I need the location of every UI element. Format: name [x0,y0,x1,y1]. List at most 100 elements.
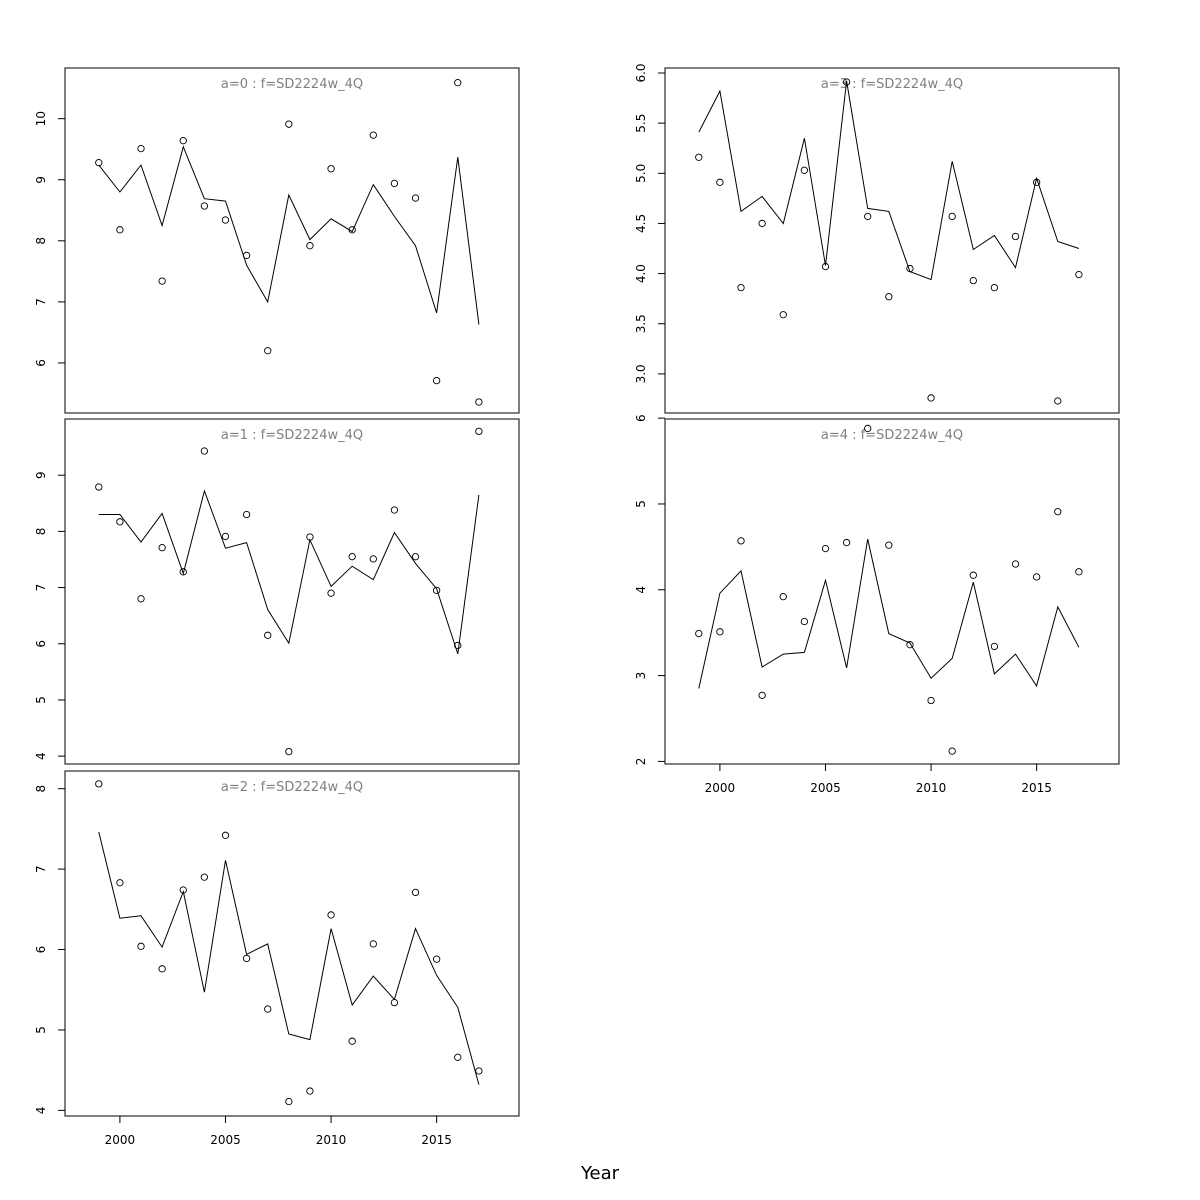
panel-a4: a=4 : f=SD2224w_4Q 2 3 4 5 6 2000 2005 2010 2015 [634,414,1120,795]
observed-point [369,555,377,563]
observed-point [348,1037,356,1045]
observed-point [800,166,809,174]
fitted-line [98,145,480,325]
observed-point [454,641,462,650]
y-tick-label: 9 [34,471,48,479]
observed-point [179,886,187,894]
x-tick-label: 2005 [210,1133,241,1147]
observed-point [737,283,745,292]
fitted-line [698,538,1080,689]
observed-point [369,940,377,948]
observed-point [221,532,230,541]
observed-point [1011,232,1020,241]
y-tick-label: 6.0 [634,63,648,82]
y-tick-label: 7 [34,298,48,306]
observed-point [842,538,851,547]
fitted-line [98,831,480,1085]
x-tick-label: 2005 [810,781,841,795]
observed-point [264,631,272,639]
observed-point [306,1087,314,1095]
panel-a0: a=0 : f=SD2224w_4Q 6 7 8 9 10 [34,67,520,414]
observed-point [1011,560,1020,568]
observed-point [927,394,935,402]
observed-point [348,226,356,234]
observed-point [821,262,830,271]
observed-point [990,642,999,651]
panel-frame [64,770,520,1117]
y-tick-label: 6 [634,414,648,422]
observed-point [285,1097,293,1106]
panel-a3: a=3 : f=SD2224w_4Q 3.0 3.5 4.0 4.5 5.0 5.5 6.0 [634,63,1120,414]
x-tick-label: 2000 [105,1133,136,1147]
panels: a=0 : f=SD2224w_4Q 6 7 8 9 10 a=1 : f=SD2224w_… [34,63,1120,1147]
observed-point [885,293,893,301]
y-tick-label: 6 [34,946,48,954]
y-tick-label: 4 [34,1107,48,1115]
observed-point [927,696,935,705]
observed-point [348,553,356,561]
observed-point [1054,508,1062,516]
panel-title: a=1 : f=SD2224w_4Q [221,428,363,443]
x-axis-label: Year [580,1163,620,1184]
observed-point [1032,573,1041,581]
observed-point [864,424,872,433]
observed-point [179,568,187,576]
y-tick-label: 8 [34,237,48,245]
x-tick-label: 2010 [316,1133,347,1147]
panel-title: a=3 : f=SD2224w_4Q [821,77,963,92]
observed-point [264,347,272,355]
panel-title: a=2 : f=SD2224w_4Q [221,780,363,795]
observed-point [390,998,399,1007]
observed-point [842,78,851,86]
observed-point [821,544,830,553]
y-tick-label: 10 [34,111,48,126]
observed-point [990,283,999,292]
observed-point [432,586,441,595]
observed-point [454,79,462,87]
observed-point [306,533,314,541]
observed-point [221,831,230,839]
y-tick-label: 5.0 [634,164,648,183]
observed-point [969,276,977,285]
y-tick-label: 8 [34,528,48,536]
observed-point [179,137,187,145]
panel-title: a=4 : f=SD2224w_4Q [821,428,963,443]
observed-point [432,955,441,963]
y-tick-label: 6 [34,640,48,648]
panel-a1: a=1 : f=SD2224w_4Q 4 5 6 7 8 9 [34,418,520,765]
y-tick-label: 3 [634,672,648,680]
observed-point [95,158,103,167]
observed-point [411,553,420,561]
observed-point [327,165,335,173]
observed-point [411,194,420,202]
y-tick-label: 5 [34,696,48,704]
panel-a2: a=2 : f=SD2224w_4Q 4 5 6 7 8 2000 2005 2010 2015 [34,770,520,1147]
observed-point [716,628,724,636]
observed-point [475,427,483,436]
observed-point [95,483,103,491]
fitted-line [98,489,480,655]
observed-point [758,219,766,228]
observed-point [116,879,124,887]
observed-point [285,120,293,128]
observed-point [264,1005,272,1013]
observed-point [137,144,145,153]
observed-point [737,537,745,545]
observed-point [390,506,399,514]
observed-point [158,544,166,552]
observed-point [716,178,724,186]
observed-point [242,954,251,963]
observed-point [327,911,335,919]
y-tick-label: 9 [34,176,48,184]
observed-point [695,153,703,161]
observed-point [200,202,209,210]
y-tick-label: 7 [34,865,48,873]
observed-point [864,212,872,221]
y-tick-label: 7 [34,584,48,592]
observed-point [475,1067,483,1075]
observed-point [779,592,787,601]
panel-frame [664,418,1120,765]
observed-point [116,518,124,526]
panel-frame [64,418,520,765]
